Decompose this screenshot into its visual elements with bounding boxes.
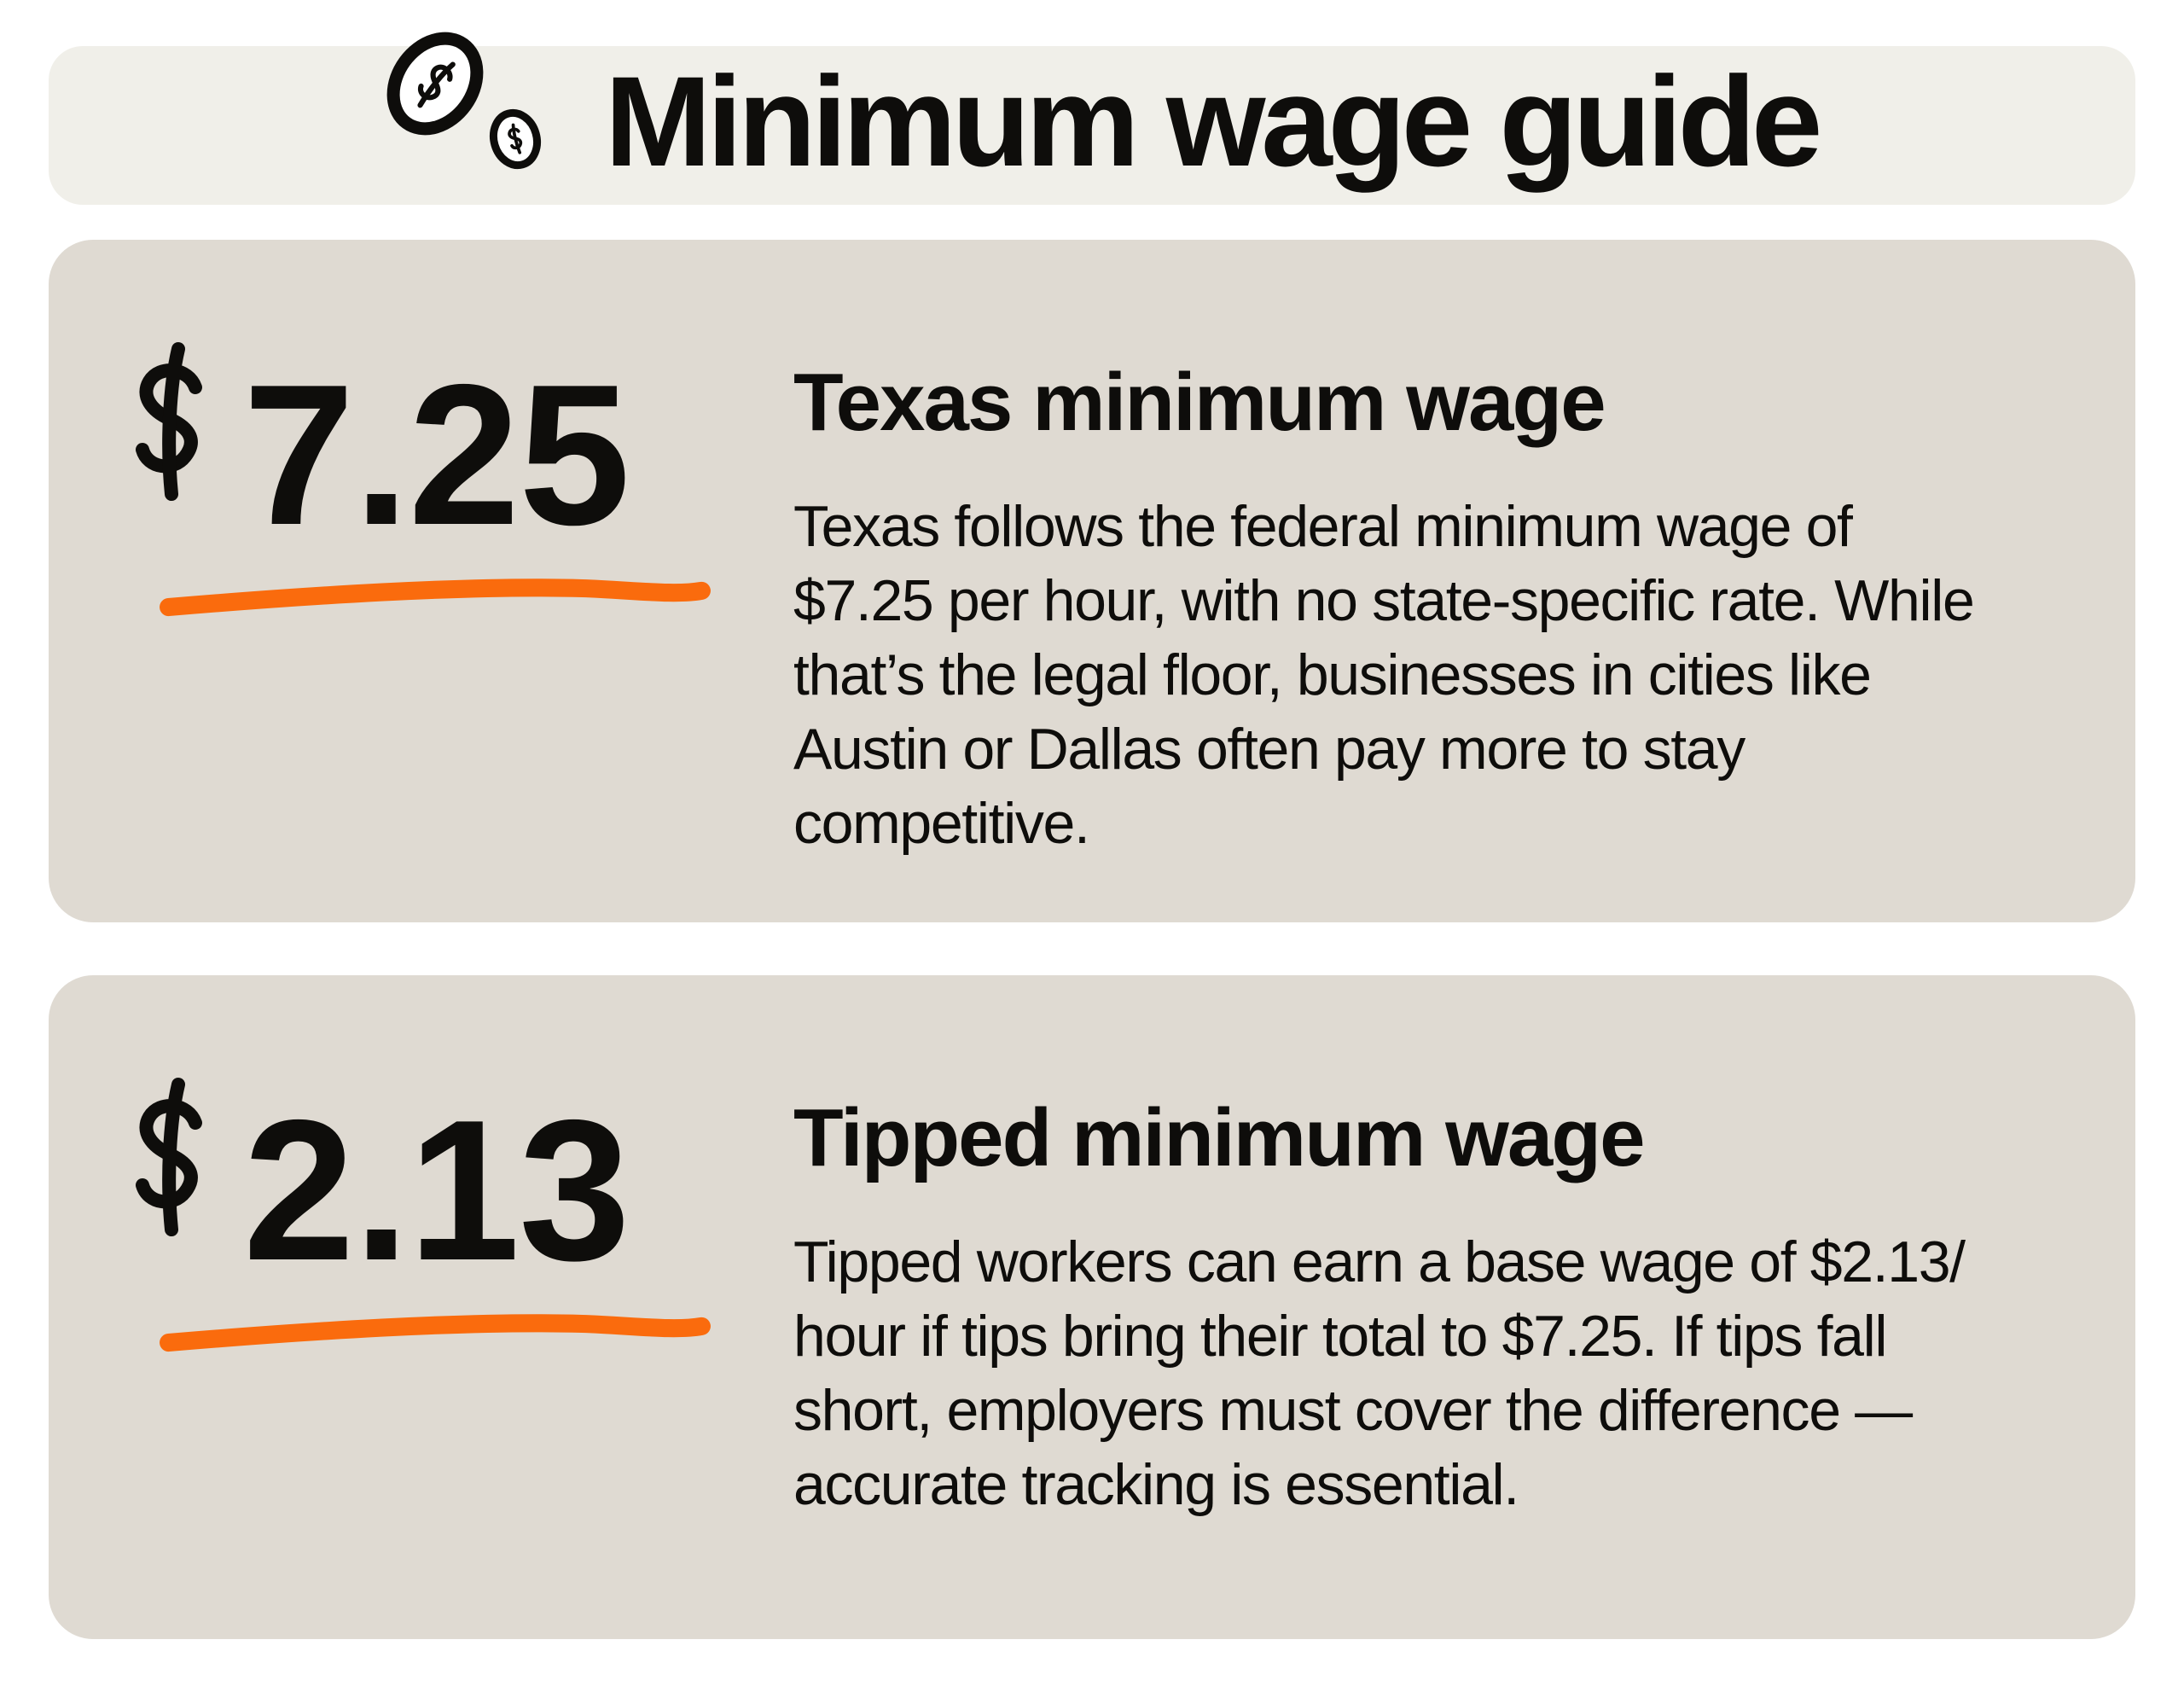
- dollar-coins-icon: [366, 32, 541, 205]
- amount-tipped: 2.13: [125, 1076, 793, 1290]
- dollar-coin-large-icon: [386, 32, 484, 136]
- amount-texas: 7.25: [125, 340, 793, 555]
- amount-value: 7.25: [243, 342, 630, 567]
- card-body: Texas follows the federal minimum wage o…: [793, 493, 1975, 856]
- dollar-coin-small-icon: [489, 108, 541, 170]
- header-bar: Minimum wage guide: [49, 32, 2135, 205]
- wage-card-tipped: 2.13 Tipped minimum wage Tipped workers …: [49, 975, 2135, 1639]
- card-heading: Texas minimum wage: [793, 357, 1606, 448]
- text-column: Texas minimum wage Texas follows the fed…: [793, 240, 2135, 861]
- orange-underline-icon: [160, 578, 711, 617]
- amount-column: 7.25: [49, 240, 793, 618]
- hand-drawn-dollar-icon: [136, 1078, 202, 1236]
- page-title: Minimum wage guide: [604, 49, 1823, 193]
- text-column: Tipped minimum wage Tipped workers can e…: [793, 975, 2135, 1522]
- card-body: Tipped workers can earn a base wage of $…: [793, 1229, 1966, 1517]
- orange-underline-icon: [160, 1314, 711, 1352]
- hand-drawn-dollar-icon: [136, 342, 202, 501]
- card-heading: Tipped minimum wage: [793, 1092, 1645, 1183]
- amount-value: 2.13: [243, 1078, 630, 1302]
- amount-column: 2.13: [49, 975, 793, 1353]
- wage-card-texas: 7.25 Texas minimum wage Texas follows th…: [49, 240, 2135, 922]
